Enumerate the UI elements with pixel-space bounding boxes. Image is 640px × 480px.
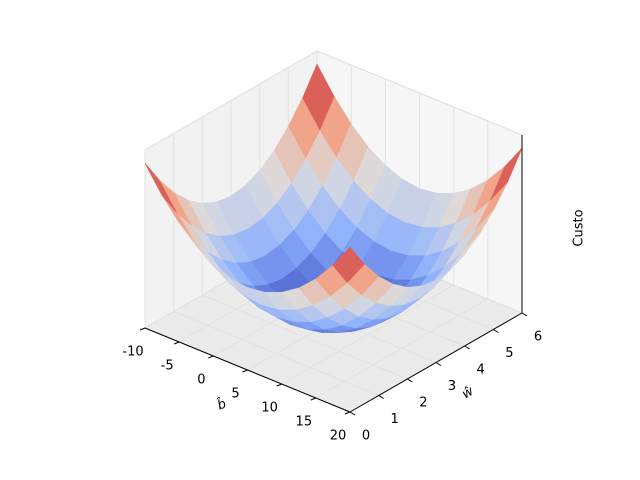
- y-tick-label: 0: [362, 429, 370, 444]
- y-axis-line: [349, 312, 523, 413]
- y-tick: [349, 411, 356, 416]
- surface-patch: [302, 63, 335, 131]
- y-tick-label: 5: [505, 346, 513, 361]
- x-tick-label: 15: [296, 415, 313, 430]
- x-tick-label: -5: [161, 359, 174, 374]
- y-tick-label: 1: [391, 412, 399, 427]
- y-tick: [493, 329, 499, 333]
- y-tick: [378, 395, 384, 399]
- x-tick: [139, 327, 146, 331]
- x-tick: [344, 411, 351, 415]
- x-tick-label: 0: [197, 373, 205, 388]
- y-tick-label: 3: [448, 379, 456, 394]
- surface-patch: [144, 163, 177, 213]
- surface: [144, 63, 523, 333]
- x-axis-label: b̂: [215, 396, 228, 413]
- x-tick: [208, 355, 214, 359]
- y-tick: [521, 312, 528, 317]
- x-tick: [173, 341, 180, 345]
- y-tick: [407, 378, 413, 383]
- x-tick-label: 5: [231, 387, 239, 402]
- y-tick: [464, 345, 470, 350]
- x-tick-label: 20: [330, 429, 347, 444]
- x-tick: [276, 383, 282, 387]
- x-tick: [310, 397, 317, 401]
- grid-line: [201, 117, 408, 380]
- y-tick-label: 4: [477, 363, 485, 378]
- axes: -10 -5 0 5 10 15 20 0 1 2 3 4 5 6: [122, 135, 542, 444]
- z-axis-label: Custo: [572, 209, 587, 246]
- x-tick-label: 10: [261, 401, 278, 416]
- y-tick: [435, 362, 442, 366]
- surface-patch: [332, 246, 365, 283]
- y-tick-label: 6: [534, 330, 542, 345]
- y-axis-label: ŵ: [460, 384, 477, 402]
- y-tick-label: 2: [419, 396, 427, 411]
- x-axis-line: [144, 327, 351, 413]
- x-tick-label: -10: [122, 345, 143, 360]
- x-tick: [242, 369, 248, 373]
